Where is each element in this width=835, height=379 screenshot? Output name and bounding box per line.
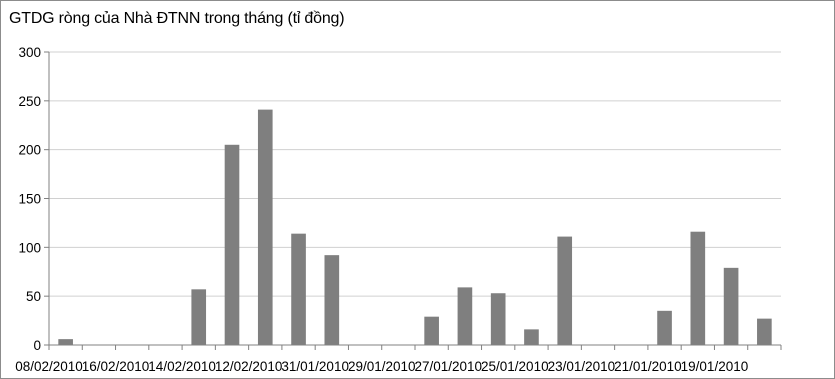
x-tick-labels: 08/02/201016/02/201014/02/201012/02/2010… [15,359,748,374]
bars [58,109,772,345]
x-tick-label: 21/01/2010 [614,359,682,374]
bar-20 [723,267,739,345]
bar-4 [191,289,207,345]
bar-19 [690,231,706,345]
chart-title: GTDG ròng của Nhà ĐTNN trong tháng (tỉ đ… [9,10,345,27]
y-tick-label: 50 [26,289,41,304]
bar-6 [257,109,273,345]
bar-7 [291,233,306,345]
y-tick-label: 150 [18,192,41,207]
bar-0 [58,339,73,345]
x-tick-label: 31/01/2010 [281,359,349,374]
x-tick-label: 08/02/2010 [15,359,83,374]
bar-11 [424,316,439,345]
bar-15 [557,236,573,345]
bar-12 [457,287,473,345]
bar-5 [224,144,240,345]
y-tick-label: 0 [33,338,41,353]
bar-18 [657,310,672,345]
y-tick-label: 250 [18,94,41,109]
x-tick-label: 29/01/2010 [348,359,416,374]
bar-8 [324,255,340,345]
bar-14 [524,329,539,345]
gridlines [49,51,781,297]
bar-21 [757,318,772,345]
bar-13 [490,293,506,345]
x-tick-label: 27/01/2010 [414,359,482,374]
axes [44,51,782,350]
x-tick-label: 19/01/2010 [681,359,749,374]
y-tick-label: 100 [18,240,41,255]
x-tick-label: 25/01/2010 [481,359,549,374]
x-tick-label: 14/02/2010 [148,359,216,374]
y-tick-label: 300 [18,45,41,60]
x-tick-label: 12/02/2010 [215,359,283,374]
y-tick-labels: 0 50 100 150 200 250 300 [18,45,41,353]
x-tick-label: 16/02/2010 [82,359,150,374]
x-tick-label: 23/01/2010 [548,359,616,374]
y-tick-label: 200 [18,143,41,158]
